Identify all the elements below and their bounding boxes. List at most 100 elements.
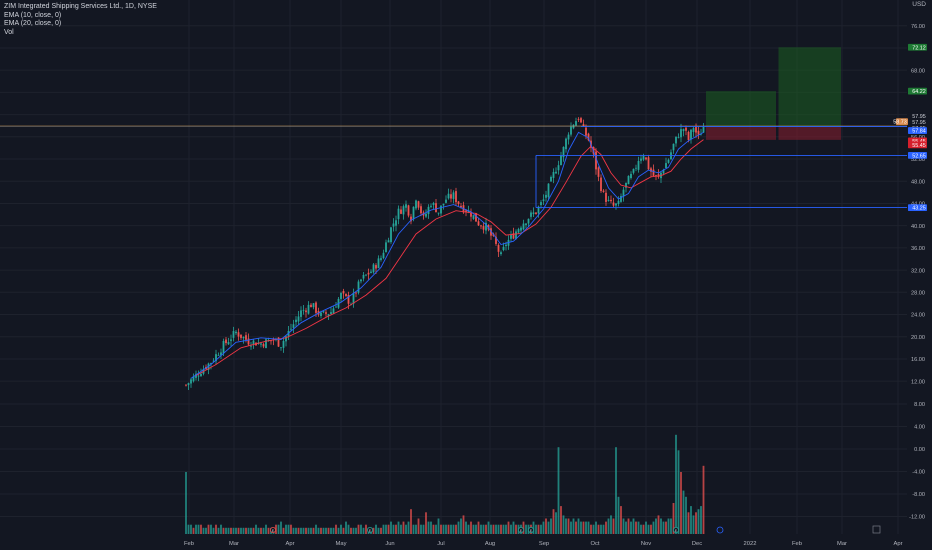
candle-body — [625, 182, 627, 188]
volume-bar — [357, 524, 360, 534]
volume-bar — [350, 527, 352, 534]
candle-body — [455, 191, 457, 203]
volume-bar — [635, 521, 637, 534]
volume-bar — [405, 524, 407, 534]
volume-bar — [385, 524, 387, 534]
candle-body — [230, 339, 232, 341]
price-label-text: 52.65 — [912, 153, 926, 159]
candle-body — [450, 194, 452, 199]
candle-body — [620, 195, 622, 202]
candle-body — [402, 206, 405, 215]
oscillator-tick-label: 8.00 — [914, 402, 925, 408]
volume-bar — [610, 515, 612, 534]
volume-bar — [507, 521, 510, 534]
earnings-marker — [528, 527, 535, 534]
candle-body — [277, 337, 280, 347]
volume-bar — [220, 524, 222, 534]
candle-body — [580, 118, 582, 123]
candle-body — [447, 193, 450, 199]
candle-body — [490, 228, 492, 236]
volume-bar — [627, 518, 630, 534]
volume-bar — [312, 527, 315, 534]
volume-bar — [660, 518, 662, 534]
volume-bar — [630, 521, 632, 534]
scale-toggle-icon — [872, 525, 881, 534]
candle-body — [362, 274, 365, 279]
volume-bar — [505, 524, 507, 534]
price-label-text: 57.95 — [912, 114, 926, 120]
candle-body — [512, 233, 515, 239]
candle-body — [545, 194, 547, 198]
volume-bar — [407, 521, 410, 534]
volume-bar — [260, 527, 262, 534]
target-zone — [706, 91, 776, 127]
candle-body — [280, 347, 282, 349]
volume-bar — [300, 527, 302, 534]
volume-bar — [647, 524, 650, 534]
volume-bar — [252, 527, 255, 534]
candle-body — [502, 246, 505, 251]
candle-body — [385, 242, 387, 253]
volume-bar — [612, 518, 615, 534]
candle-body — [397, 208, 400, 220]
volume-bar — [467, 524, 470, 534]
volume-bar — [580, 521, 582, 534]
legend-vol: Vol — [4, 28, 14, 36]
candle-body — [437, 212, 440, 214]
candle-body — [225, 339, 227, 344]
volume-bar — [347, 524, 350, 534]
volume-bar — [667, 518, 670, 534]
volume-bar — [255, 524, 257, 534]
volume-bar — [642, 524, 645, 534]
candle-body — [197, 375, 200, 377]
volume-bar — [522, 521, 525, 534]
volume-bar — [472, 524, 475, 534]
earnings-marker — [269, 527, 276, 534]
candle-body — [612, 202, 615, 206]
price-tick-label: 36.00 — [911, 246, 925, 252]
time-tick-label: Dec — [692, 541, 702, 547]
candle-body — [445, 199, 447, 203]
volume-bar — [342, 527, 345, 534]
candle-body — [497, 245, 500, 252]
volume-bar — [335, 524, 337, 534]
candle-body — [472, 215, 475, 219]
candle-body — [557, 165, 560, 171]
volume-bar — [325, 527, 327, 534]
volume-bar — [540, 524, 542, 534]
volume-bar — [302, 527, 305, 534]
price-tick-label: 12.00 — [911, 379, 925, 385]
volume-bar — [245, 527, 247, 534]
volume-bar — [192, 527, 195, 534]
candle-body — [682, 129, 685, 132]
volume-bar — [242, 527, 245, 534]
candle-body — [510, 234, 512, 239]
candle-body — [695, 126, 697, 133]
candle-body — [672, 143, 675, 151]
candle-body — [667, 159, 670, 163]
candle-body — [467, 210, 470, 213]
candle-body — [622, 189, 625, 197]
candle-body — [522, 223, 525, 230]
price-label-text: 43.25 — [912, 206, 926, 212]
volume-bar — [372, 527, 375, 534]
volume-bar — [455, 524, 457, 534]
target-zone — [778, 47, 841, 127]
candle-body — [367, 272, 370, 275]
candle-body — [527, 218, 530, 224]
volume-bar — [495, 524, 497, 534]
volume-bar — [425, 512, 427, 534]
candle-body — [547, 183, 550, 198]
volume-bar — [457, 521, 460, 534]
candle-body — [542, 199, 545, 201]
price-label-box — [908, 43, 927, 51]
volume-bar — [492, 524, 495, 534]
time-tick-label: Jul — [437, 541, 444, 547]
volume-bar — [382, 524, 385, 534]
earnings-marker — [518, 527, 525, 534]
volume-bar — [672, 503, 675, 534]
candle-body — [215, 354, 217, 362]
candle-body — [325, 312, 327, 314]
volume-bar — [490, 524, 492, 534]
